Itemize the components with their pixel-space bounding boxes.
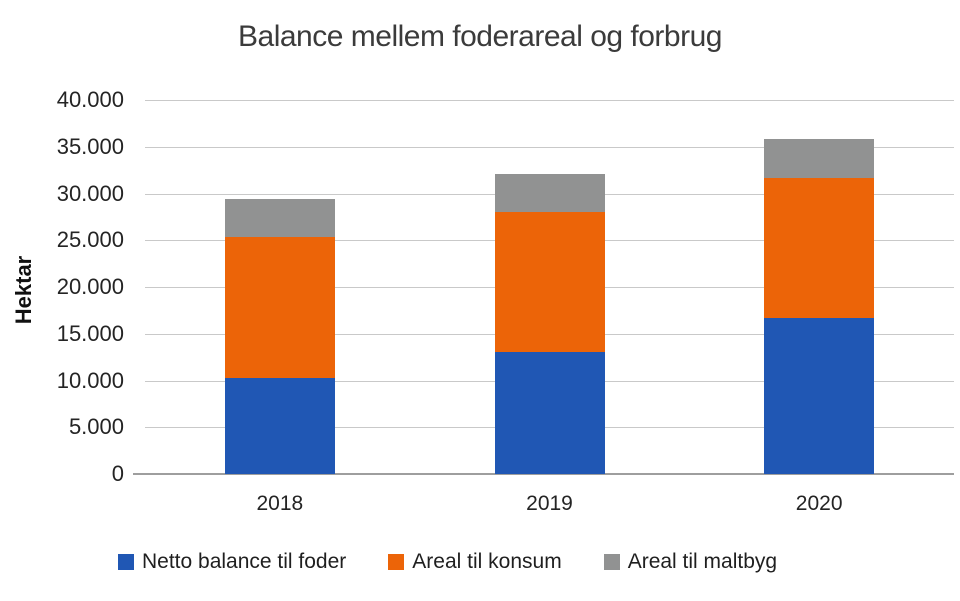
bar-segment-2018-series-1 [224,237,335,378]
x-axis-line [133,473,954,475]
legend-item: Areal til maltbyg [603,550,778,574]
x-tick-label: 2020 [795,492,843,515]
y-tick-label: 25.000 [56,227,124,253]
legend-label: Netto balance til foder [142,550,347,573]
legend-swatch-icon [118,554,134,570]
y-tick-label: 20.000 [56,274,124,299]
y-tick-label: 35.000 [56,133,124,159]
y-tick-label: 15.000 [56,320,124,346]
legend-swatch-icon [603,554,620,570]
legend-item: Areal til konsum [388,550,562,574]
x-tick-label: 2019 [526,492,573,515]
y-tick-label: 5.000 [68,414,124,440]
y-gridline [145,146,954,148]
y-tick-label: 30.000 [56,180,124,206]
bar-segment-2018-series-0 [224,377,335,474]
legend: Netto balance til foder Areal til konsum A… [118,550,777,574]
y-tick-label: 40.000 [56,87,124,112]
legend-swatch-icon [388,554,405,570]
y-tick-label: 10.000 [56,367,124,393]
bar-segment-2020-series-1 [764,177,875,318]
legend-label: Areal til konsum [412,550,562,573]
bar-segment-2019-series-2 [494,173,605,213]
x-tick-label: 2018 [256,492,304,515]
legend-item: Netto balance til foder [118,550,346,574]
y-gridline [145,100,954,101]
legend-label: Areal til maltbyg [627,550,778,573]
bar-segment-2019-series-1 [494,212,605,352]
bar-segment-2018-series-2 [224,199,335,238]
chart-title: Balance mellem foderareal og forbrug [238,20,722,53]
y-tick-label: 0 [111,461,124,486]
bar-segment-2020-series-0 [764,317,875,474]
bar-segment-2020-series-2 [764,139,875,178]
bar-segment-2019-series-0 [494,351,605,474]
